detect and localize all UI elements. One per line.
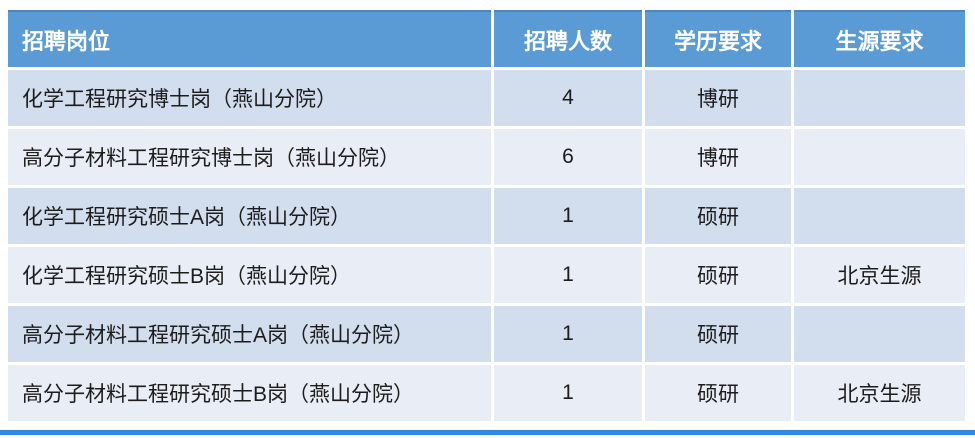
cell-headcount: 1	[494, 247, 642, 303]
table-row: 高分子材料工程研究博士岗（燕山分院） 6 博研	[8, 129, 965, 185]
cell-headcount: 1	[494, 188, 642, 244]
header-origin: 生源要求	[794, 10, 965, 67]
cell-headcount: 1	[494, 365, 642, 421]
header-headcount: 招聘人数	[494, 10, 642, 67]
cell-headcount: 4	[494, 70, 642, 126]
table-row: 化学工程研究硕士B岗（燕山分院） 1 硕研 北京生源	[8, 247, 965, 303]
cell-position: 高分子材料工程研究硕士B岗（燕山分院）	[8, 365, 491, 421]
cell-education: 硕研	[645, 365, 791, 421]
cell-headcount: 6	[494, 129, 642, 185]
cell-position: 高分子材料工程研究博士岗（燕山分院）	[8, 129, 491, 185]
cell-origin: 北京生源	[794, 247, 965, 303]
cell-position: 化学工程研究博士岗（燕山分院）	[8, 70, 491, 126]
table-row: 化学工程研究硕士A岗（燕山分院） 1 硕研	[8, 188, 965, 244]
cell-education: 硕研	[645, 306, 791, 362]
header-education: 学历要求	[645, 10, 791, 67]
cell-origin: 北京生源	[794, 365, 965, 421]
cell-origin	[794, 70, 965, 126]
table-row: 高分子材料工程研究硕士A岗（燕山分院） 1 硕研	[8, 306, 965, 362]
recruitment-table: 招聘岗位 招聘人数 学历要求 生源要求 化学工程研究博士岗（燕山分院） 4 博研…	[5, 7, 968, 424]
cell-headcount: 1	[494, 306, 642, 362]
cell-origin	[794, 188, 965, 244]
cell-position: 高分子材料工程研究硕士A岗（燕山分院）	[8, 306, 491, 362]
bottom-accent-line	[0, 430, 975, 435]
table-header-row: 招聘岗位 招聘人数 学历要求 生源要求	[8, 10, 965, 67]
cell-origin	[794, 129, 965, 185]
cell-education: 博研	[645, 129, 791, 185]
cell-position: 化学工程研究硕士B岗（燕山分院）	[8, 247, 491, 303]
header-position: 招聘岗位	[8, 10, 491, 67]
cell-position: 化学工程研究硕士A岗（燕山分院）	[8, 188, 491, 244]
table-row: 高分子材料工程研究硕士B岗（燕山分院） 1 硕研 北京生源	[8, 365, 965, 421]
cell-education: 博研	[645, 70, 791, 126]
cell-education: 硕研	[645, 188, 791, 244]
cell-education: 硕研	[645, 247, 791, 303]
cell-origin	[794, 306, 965, 362]
table-row: 化学工程研究博士岗（燕山分院） 4 博研	[8, 70, 965, 126]
